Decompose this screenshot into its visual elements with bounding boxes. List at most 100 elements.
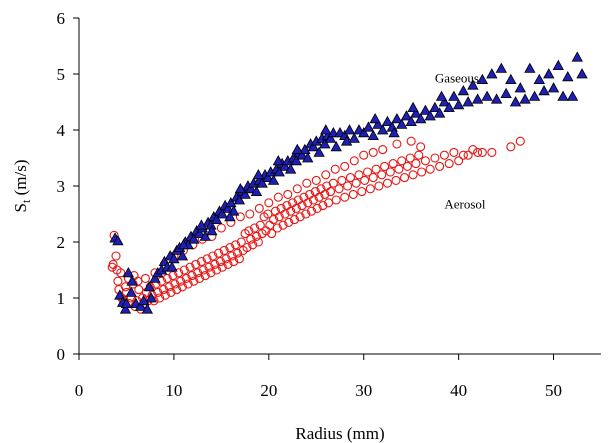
y-tick-label: 6 <box>57 9 66 28</box>
gaseous-point <box>500 87 512 98</box>
gaseous-point <box>388 126 400 138</box>
aerosol-point <box>140 273 150 283</box>
gaseous-point <box>256 177 268 188</box>
aerosol-point <box>198 265 208 275</box>
aerosol-point <box>328 178 338 188</box>
gaseous-point <box>112 235 124 246</box>
aerosol-point <box>231 240 241 250</box>
aerosol-point <box>250 223 260 233</box>
x-tick-label: 50 <box>545 381 562 400</box>
aerosol-point <box>272 223 282 233</box>
aerosol-point <box>394 164 404 174</box>
aerosol-point <box>254 203 264 213</box>
gaseous-point <box>239 188 251 199</box>
aerosol-point <box>164 282 174 292</box>
aerosol-point <box>172 285 182 295</box>
aerosol-point <box>385 167 395 177</box>
aerosol-point <box>477 147 487 157</box>
aerosol-point <box>191 259 201 269</box>
gaseous-series <box>109 51 588 314</box>
gaseous-point <box>547 82 560 93</box>
aerosol-point <box>253 237 263 247</box>
aerosol-point <box>251 231 262 241</box>
gaseous-point <box>319 138 331 149</box>
aerosol-point <box>301 209 311 219</box>
aerosol-point <box>223 259 233 269</box>
aerosol-point <box>176 276 186 286</box>
aerosol-point <box>360 175 370 185</box>
aerosol-point <box>292 184 302 194</box>
gaseous-point <box>372 118 384 129</box>
aerosol-point <box>202 254 212 264</box>
aerosol-point <box>274 212 284 222</box>
aerosol-point <box>397 156 407 166</box>
aerosol-point <box>411 159 421 169</box>
aerosol-point <box>286 206 296 216</box>
aerosol-point <box>354 170 364 180</box>
aerosol-point <box>196 257 206 267</box>
y-tick-label: 3 <box>57 177 66 196</box>
x-tick-label: 30 <box>355 381 372 400</box>
gaseous-point <box>188 233 200 244</box>
gaseous-point <box>519 93 531 104</box>
aerosol-point <box>219 245 229 255</box>
aerosol-point <box>340 192 350 202</box>
aerosol-point <box>458 150 468 160</box>
aerosol-point <box>303 198 313 208</box>
aerosol-point <box>463 150 473 160</box>
gaseous-point <box>528 90 541 101</box>
gaseous-point <box>284 163 297 174</box>
gaseous-point <box>320 124 332 135</box>
gaseous-point <box>245 182 257 194</box>
aerosol-point <box>343 181 353 191</box>
gaseous-point <box>279 160 291 171</box>
gaseous-point <box>381 115 394 126</box>
gaseous-point <box>206 224 218 236</box>
aerosol-point <box>405 153 415 163</box>
gaseous-point <box>391 112 403 124</box>
aerosol-point <box>269 215 279 225</box>
aerosol-point <box>377 170 387 180</box>
aerosol-point <box>382 178 393 188</box>
aerosol-point <box>265 220 275 230</box>
gaseous-point <box>509 96 522 107</box>
aerosol-point <box>244 226 254 236</box>
aerosol-point <box>242 243 252 253</box>
gaseous-point <box>481 90 493 101</box>
gaseous-point <box>414 112 427 124</box>
aerosol-point <box>345 173 355 183</box>
aerosol-point <box>321 170 331 180</box>
gaseous-point <box>562 70 574 82</box>
aerosol-point <box>116 268 126 278</box>
gaseous-point <box>324 132 337 143</box>
x-tick-label: 20 <box>260 381 277 400</box>
aerosol-point <box>158 285 169 295</box>
aerosol-point <box>330 164 340 174</box>
aerosol-point <box>318 201 328 211</box>
gaseous-point <box>433 107 446 118</box>
gaseous-point <box>114 289 126 300</box>
aerosol-series <box>107 136 525 314</box>
aerosol-point <box>264 198 274 208</box>
aerosol-point <box>378 145 388 155</box>
y-tick-label: 4 <box>57 121 66 140</box>
aerosol-point <box>248 240 258 250</box>
aerosol-point <box>183 279 193 289</box>
y-tick-label: 0 <box>57 345 66 364</box>
gaseous-point <box>369 112 381 124</box>
gaseous-point <box>126 275 138 286</box>
aerosol-point <box>273 192 283 202</box>
aerosol-point <box>215 257 225 267</box>
aerosol-point <box>111 251 121 261</box>
gaseous-point <box>149 272 161 283</box>
aerosol-point <box>334 184 344 194</box>
gaseous-point <box>119 303 132 314</box>
aerosol-point <box>232 248 243 258</box>
aerosol-point <box>371 164 381 174</box>
gaseous-point <box>405 115 417 126</box>
gaseous-point <box>524 62 536 73</box>
aerosol-point <box>357 187 367 197</box>
y-axis-ticks: 0 1 2 3 4 5 6 <box>57 9 79 364</box>
gaseous-point <box>120 297 133 309</box>
